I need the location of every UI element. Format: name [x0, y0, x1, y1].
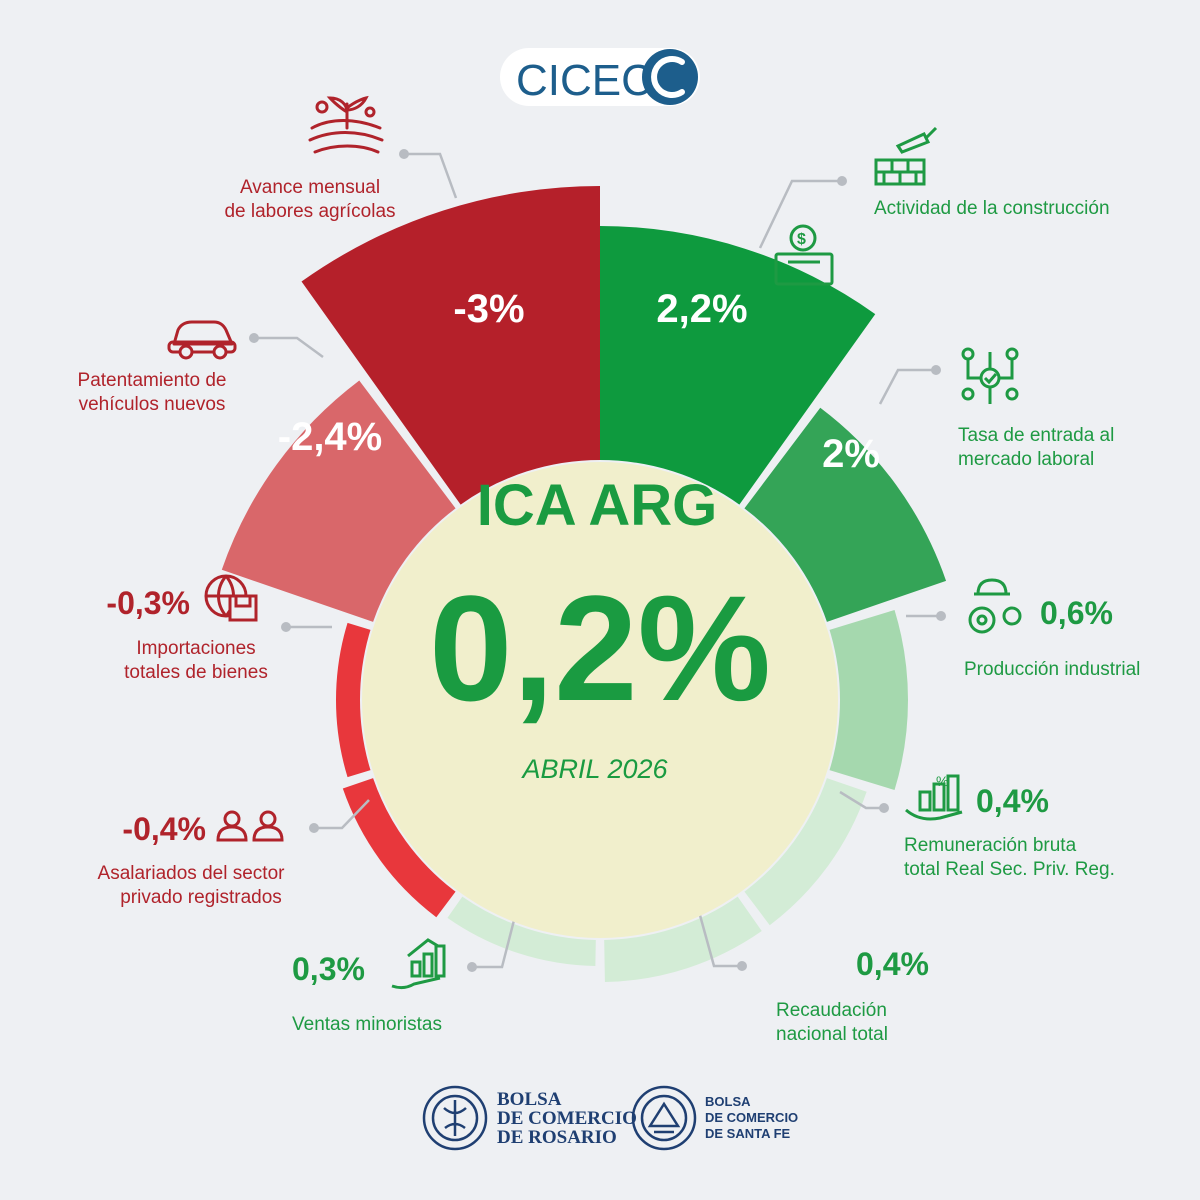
retail-sales-icon — [391, 938, 446, 990]
globe-package-icon — [204, 574, 258, 622]
segment-recaudacion — [604, 896, 762, 982]
tax-collection-icon: $ — [774, 224, 834, 286]
connector-agricolas — [404, 152, 458, 199]
value-label-construccion: 2,2% — [656, 287, 747, 331]
connector-asalariados — [314, 799, 370, 830]
label-importaciones-2: totales de bienes — [124, 662, 268, 683]
segment-agricolas — [301, 186, 600, 505]
label-agricolas-1: Avance mensual — [240, 177, 380, 198]
cicec-logo: CICEC — [500, 48, 700, 106]
footer-bcsf-3: DE SANTA FE — [705, 1126, 791, 1141]
connector-minoristas-dot — [467, 962, 477, 972]
label-laboral-2: mercado laboral — [958, 449, 1094, 470]
employment-network-icon — [961, 347, 1019, 404]
value-industrial: 0,6% — [1040, 595, 1113, 631]
industry-gear-icon — [968, 578, 1022, 634]
segment-importaciones — [336, 622, 371, 778]
connector-recaudacion-dot — [737, 961, 747, 971]
value-label-laboral: 2% — [822, 432, 880, 476]
segment-patentamiento — [221, 380, 456, 622]
center-title: ICA ARG — [477, 473, 718, 538]
connector-construccion-dot — [837, 176, 847, 186]
label-remuneracion-2: total Real Sec. Priv. Reg. — [904, 859, 1115, 880]
footer-bcsf-1: BOLSA — [705, 1094, 751, 1109]
label-recaudacion-1: Recaudación — [776, 1000, 887, 1021]
footer-bcr-3: DE ROSARIO — [497, 1127, 617, 1148]
connector-patentamiento — [254, 336, 324, 359]
connector-industrial-dot — [936, 611, 946, 621]
footer-bcsf-2: DE COMERCIO — [705, 1110, 798, 1125]
connector-remuneracion-dot — [879, 803, 889, 813]
value-importaciones: -0,3% — [106, 585, 190, 621]
connector-remuneracion — [839, 790, 884, 810]
connector-lines — [249, 149, 946, 972]
label-industrial: Producción industrial — [964, 659, 1140, 680]
logo-text: CICEC — [516, 56, 653, 105]
center-period: ABRIL 2026 — [520, 754, 668, 784]
salary-chart-icon: % — [905, 773, 963, 821]
connector-agricolas-dot — [399, 149, 409, 159]
connector-importaciones-dot — [281, 622, 291, 632]
label-minoristas: Ventas minoristas — [292, 1014, 442, 1035]
bcr-seal — [422, 1085, 488, 1151]
label-importaciones-1: Importaciones — [136, 638, 255, 659]
label-construccion: Actividad de la construcción — [874, 198, 1110, 219]
value-minoristas: 0,3% — [292, 951, 365, 987]
connector-construccion — [758, 179, 842, 249]
label-agricolas-2: de labores agrícolas — [224, 201, 395, 222]
segment-construccion — [600, 226, 876, 505]
value-label-patentamiento: -2,4% — [278, 415, 383, 459]
label-laboral-1: Tasa de entrada al — [958, 425, 1114, 446]
people-icon — [216, 810, 284, 842]
car-icon — [167, 320, 237, 360]
segment-industrial — [829, 609, 908, 791]
label-patentamiento-2: vehículos nuevos — [79, 394, 226, 415]
label-asalariados-1: Asalariados del sector — [98, 863, 286, 884]
center-value: 0,2% — [429, 564, 771, 732]
center-circle — [362, 462, 838, 938]
footer-bcr-1: BOLSA — [497, 1089, 562, 1110]
segment-asalariados — [342, 778, 456, 918]
bcsf-seal — [631, 1085, 697, 1151]
value-recaudacion: 0,4% — [856, 946, 929, 982]
value-remuneracion: 0,4% — [976, 783, 1049, 819]
connector-patentamiento-dot — [249, 333, 259, 343]
segment-remuneracion — [744, 778, 867, 926]
label-remuneracion-1: Remuneración bruta — [904, 835, 1077, 856]
label-recaudacion-2: nacional total — [776, 1024, 888, 1045]
connector-laboral — [878, 368, 936, 405]
svg-text:%: % — [936, 773, 948, 789]
svg-text:$: $ — [797, 231, 806, 248]
connector-laboral-dot — [931, 365, 941, 375]
footer-bcr-2: DE COMERCIO — [497, 1108, 637, 1129]
segment-laboral — [744, 407, 947, 622]
connector-asalariados-dot — [309, 823, 319, 833]
label-patentamiento-1: Patentamiento de — [78, 370, 227, 391]
construction-icon — [874, 126, 938, 186]
label-asalariados-2: privado registrados — [120, 887, 282, 908]
value-label-agricolas: -3% — [453, 287, 524, 331]
connector-recaudacion — [696, 907, 742, 968]
chart-segments — [221, 186, 947, 982]
value-asalariados: -0,4% — [122, 811, 206, 847]
segment-minoristas — [447, 896, 596, 966]
agriculture-icon — [308, 95, 384, 154]
